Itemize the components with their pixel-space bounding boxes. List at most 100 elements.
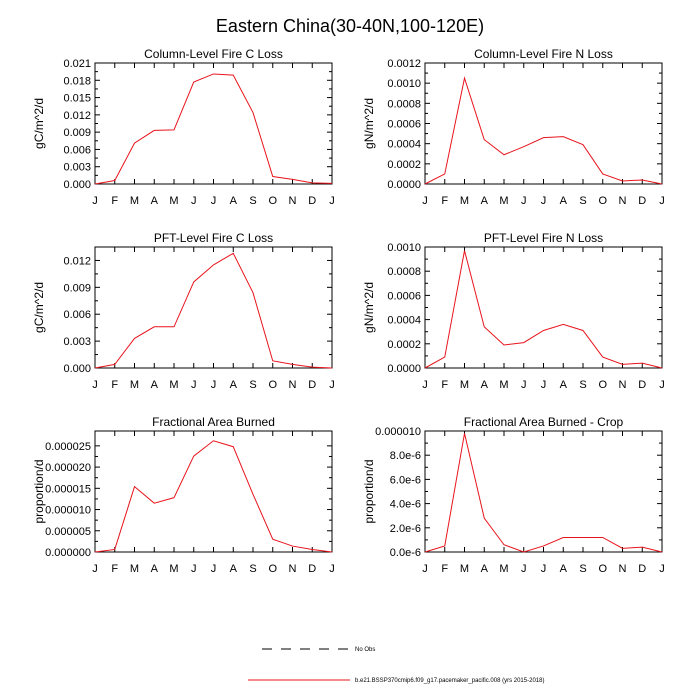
y-tick-label: 8.0e-6 [390,450,421,462]
x-tick-label: A [151,195,159,207]
y-tick-label: 0.0002 [387,159,421,171]
y-tick-label: 0.000020 [45,462,91,474]
x-tick-label: F [441,563,448,575]
x-tick-label: M [169,195,178,207]
y-axis-label: proportion/d [362,459,376,523]
y-tick-label: 0.0006 [387,119,421,131]
x-tick-label: J [422,195,428,207]
x-tick-label: A [230,195,238,207]
x-tick-label: A [230,379,238,391]
series-line [94,252,333,369]
legend: No Obs b.e21.BSSP370cmip6.f09_g17.pacema… [248,647,544,684]
x-tick-label: F [111,379,118,391]
x-tick-label: J [541,195,547,207]
x-tick-label: S [249,379,256,391]
y-tick-label: 0.012 [63,110,91,122]
y-tick-label: 0.0008 [387,98,421,110]
y-tick-label: 0.000010 [45,505,91,517]
y-tick-label: 0.000 [63,179,91,191]
x-tick-label: S [579,563,586,575]
x-tick-label: A [481,379,489,391]
chart-panel-5: Fractional Area Burnedproportion/d0.0000… [32,415,335,575]
chart-panel-6: Fractional Area Burned - Crop proportion/… [362,415,665,575]
plot-frame [424,62,663,185]
y-tick-label: 0.0010 [387,242,421,254]
x-tick-label: J [422,563,428,575]
x-tick-label: O [268,563,277,575]
x-tick-label: D [308,379,316,391]
x-tick-label: J [521,563,527,575]
x-tick-label: J [541,379,547,391]
y-tick-label: 0.009 [63,282,91,294]
y-tick-label: 0.000025 [45,441,91,453]
x-tick-label: O [598,379,607,391]
x-tick-label: J [329,379,335,391]
chart-panel-3: PFT-Level Fire C Loss gC/m^2/d 0.000 0.003 0… [32,231,335,391]
y-tick-label: 0.018 [63,75,91,87]
panels: Column-Level Fire C Loss gC/m^2/d 0.000 0.0… [32,47,665,575]
y-axis-label: gN/m^2/d [362,98,376,149]
x-tick-label: M [499,379,508,391]
y-tick-label: 0.012 [63,255,91,267]
x-tick-label: A [560,379,568,391]
x-tick-label: J [329,195,335,207]
y-axis-label: gC/m^2/d [32,282,46,333]
x-tick-label: D [638,195,646,207]
x-tick-label: A [481,195,489,207]
x-tick-label: M [169,379,178,391]
y-tick-label: 0.000005 [45,526,91,538]
series-line [424,250,663,369]
x-tick-label: N [289,195,297,207]
x-tick-label: M [460,379,469,391]
x-tick-label: J [92,195,98,207]
x-tick-label: O [268,379,277,391]
y-tick-label: 4.0e-6 [390,499,421,511]
x-tick-label: M [499,195,508,207]
y-axis-label: gN/m^2/d [362,282,376,333]
y-tick-label: 0.0012 [387,58,421,70]
x-tick-label: D [638,379,646,391]
panel-title: PFT-Level Fire C Loss [154,231,273,245]
x-tick-label: J [329,563,335,575]
x-tick-label: S [249,563,256,575]
x-tick-label: J [521,195,527,207]
x-tick-label: F [441,195,448,207]
x-tick-label: A [560,563,568,575]
x-tick-label: M [460,563,469,575]
x-tick-label: N [289,379,297,391]
y-tick-label: 0.003 [63,336,91,348]
x-tick-label: F [111,563,118,575]
y-tick-label: 0.0006 [387,290,421,302]
x-tick-label: J [521,379,527,391]
y-tick-label: 0.000010 [375,426,421,438]
y-tick-label: 0.0008 [387,266,421,278]
y-tick-label: 0.0e-6 [390,547,421,559]
x-tick-label: O [268,195,277,207]
legend-label-model: b.e21.BSSP370cmip6.f09_g17.pacemaker_pac… [355,678,544,684]
y-tick-label: 0.006 [63,309,91,321]
y-tick-label: 0.0010 [387,78,421,90]
y-tick-label: 0.006 [63,144,91,156]
panel-title: PFT-Level Fire N Loss [484,231,603,245]
y-tick-label: 0.0004 [387,315,421,327]
series-line [94,73,333,185]
chart-panel-4: PFT-Level Fire N Loss gN/m^2/d 0.0000 0.000… [362,231,665,391]
plot-frame [424,246,663,369]
x-tick-label: D [308,195,316,207]
figure-title: Eastern China(30-40N,100-120E) [216,16,484,36]
y-tick-label: 0.021 [63,58,91,70]
y-tick-label: 2.0e-6 [390,523,421,535]
x-tick-label: F [111,195,118,207]
x-tick-label: J [659,195,665,207]
y-tick-label: 0.003 [63,162,91,174]
y-tick-label: 0.0000 [387,363,421,375]
x-tick-label: D [638,563,646,575]
x-tick-label: J [211,563,217,575]
x-tick-label: J [422,379,428,391]
y-tick-label: 6.0e-6 [390,474,421,486]
y-tick-label: 0.000000 [45,547,91,559]
x-tick-label: J [211,195,217,207]
y-tick-label: 0.000015 [45,483,91,495]
x-tick-label: J [191,379,197,391]
